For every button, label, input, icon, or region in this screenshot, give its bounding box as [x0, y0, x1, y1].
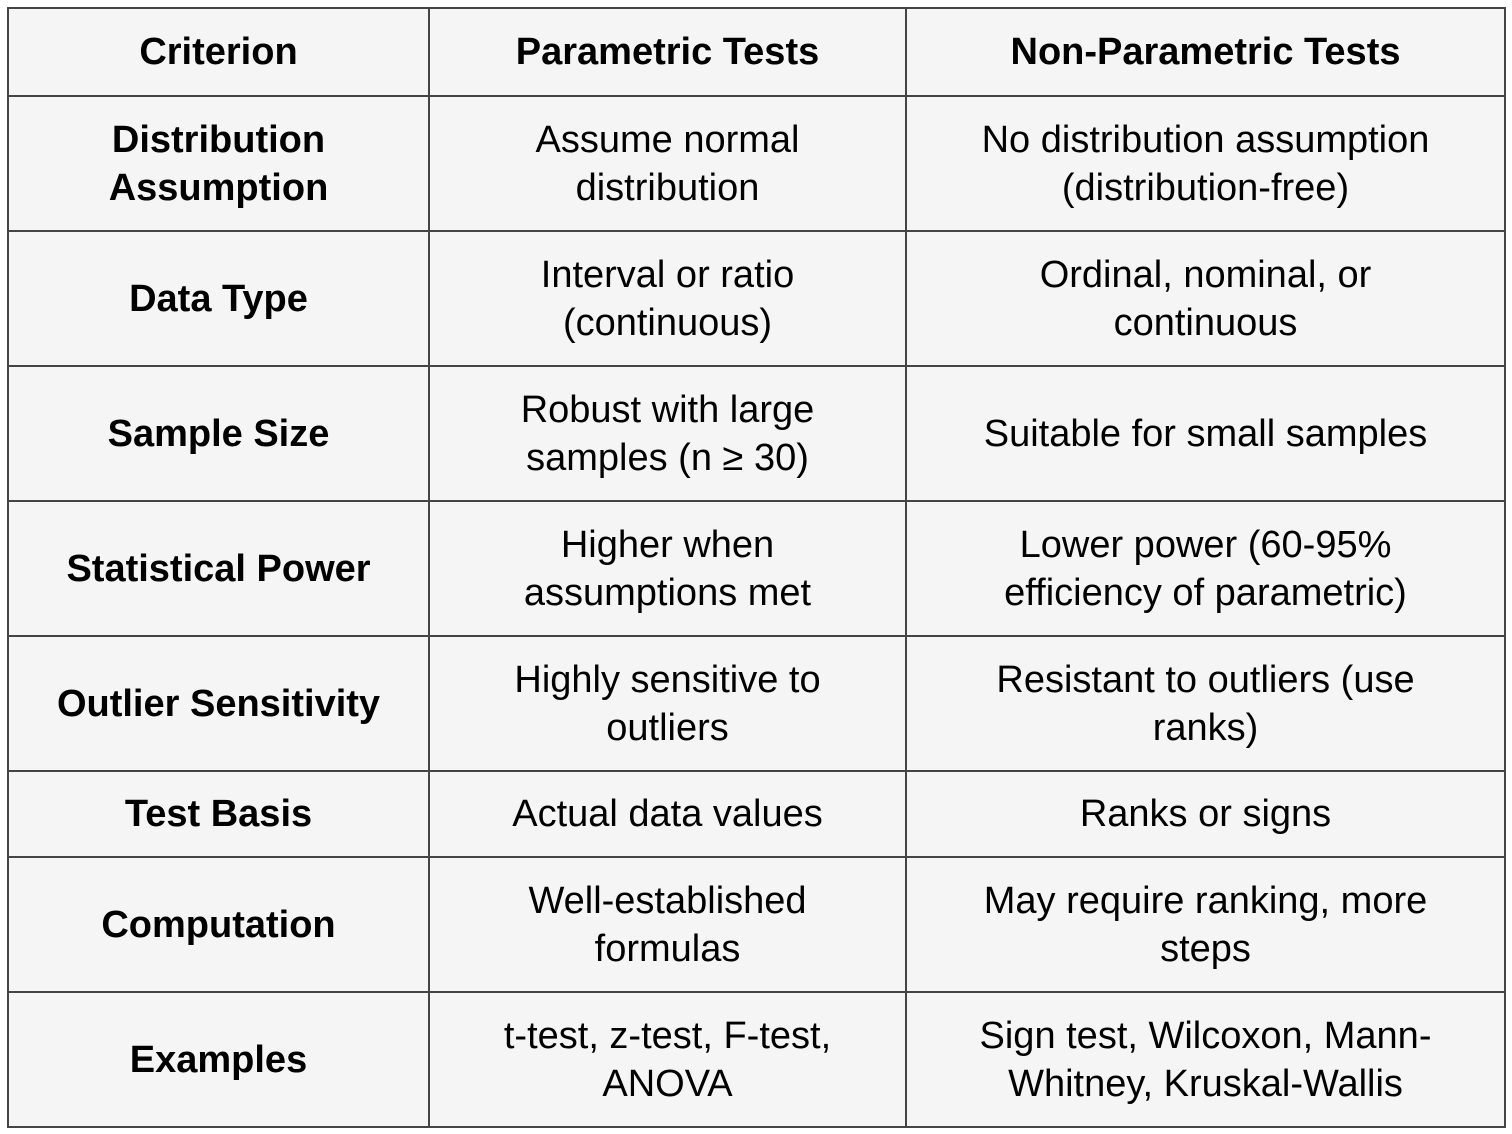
header-row: Criterion Parametric Tests Non-Parametri…: [7, 7, 1506, 97]
table-row: Sample Size Robust with large samples (n…: [7, 365, 1506, 502]
nonparametric-cell: Ordinal, nominal, or continuous: [905, 230, 1506, 367]
parametric-cell: Well-established formulas: [428, 856, 907, 993]
criterion-cell: Test Basis: [7, 770, 430, 858]
parametric-cell: Highly sensitive to outliers: [428, 635, 907, 772]
parametric-cell: Interval or ratio (continuous): [428, 230, 907, 367]
table-row: Outlier Sensitivity Highly sensitive to …: [7, 635, 1506, 772]
nonparametric-cell: No distribution assumption (distribution…: [905, 95, 1506, 232]
criterion-cell: Distribution Assumption: [7, 95, 430, 232]
parametric-cell: Assume normal distribution: [428, 95, 907, 232]
header-parametric: Parametric Tests: [428, 7, 907, 97]
table-row: Examples t-test, z-test, F-test, ANOVA S…: [7, 991, 1506, 1128]
table-row: Computation Well-established formulas Ma…: [7, 856, 1506, 993]
table-row: Statistical Power Higher when assumption…: [7, 500, 1506, 637]
parametric-cell: Higher when assumptions met: [428, 500, 907, 637]
criterion-cell: Computation: [7, 856, 430, 993]
nonparametric-cell: Suitable for small samples: [905, 365, 1506, 502]
parametric-cell: Actual data values: [428, 770, 907, 858]
table-row: Data Type Interval or ratio (continuous)…: [7, 230, 1506, 367]
header-criterion: Criterion: [7, 7, 430, 97]
parametric-cell: t-test, z-test, F-test, ANOVA: [428, 991, 907, 1128]
table-row: Distribution Assumption Assume normal di…: [7, 95, 1506, 232]
criterion-cell: Statistical Power: [7, 500, 430, 637]
criterion-cell: Outlier Sensitivity: [7, 635, 430, 772]
header-nonparametric: Non-Parametric Tests: [905, 7, 1506, 97]
criterion-cell: Data Type: [7, 230, 430, 367]
nonparametric-cell: Lower power (60-95% efficiency of parame…: [905, 500, 1506, 637]
nonparametric-cell: Sign test, Wilcoxon, Mann-Whitney, Krusk…: [905, 991, 1506, 1128]
comparison-table: Criterion Parametric Tests Non-Parametri…: [7, 7, 1506, 1128]
nonparametric-cell: Resistant to outliers (use ranks): [905, 635, 1506, 772]
parametric-cell: Robust with large samples (n ≥ 30): [428, 365, 907, 502]
criterion-cell: Sample Size: [7, 365, 430, 502]
nonparametric-cell: Ranks or signs: [905, 770, 1506, 858]
nonparametric-cell: May require ranking, more steps: [905, 856, 1506, 993]
criterion-cell: Examples: [7, 991, 430, 1128]
table-row: Test Basis Actual data values Ranks or s…: [7, 770, 1506, 858]
